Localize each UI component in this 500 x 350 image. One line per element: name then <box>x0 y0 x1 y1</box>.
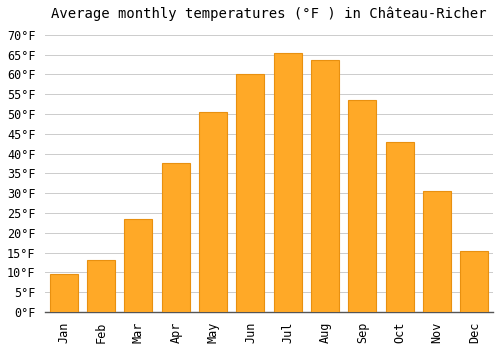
Bar <box>236 74 264 312</box>
Bar <box>348 100 376 312</box>
Bar <box>50 274 78 312</box>
Bar <box>311 61 339 312</box>
Bar <box>199 112 227 312</box>
Bar <box>423 191 451 312</box>
Bar <box>162 163 190 312</box>
Bar <box>87 260 115 312</box>
Bar <box>386 142 413 312</box>
Bar <box>274 52 302 312</box>
Bar <box>460 251 488 312</box>
Title: Average monthly temperatures (°F ) in Château-Richer: Average monthly temperatures (°F ) in Ch… <box>52 7 487 21</box>
Bar <box>124 219 152 312</box>
